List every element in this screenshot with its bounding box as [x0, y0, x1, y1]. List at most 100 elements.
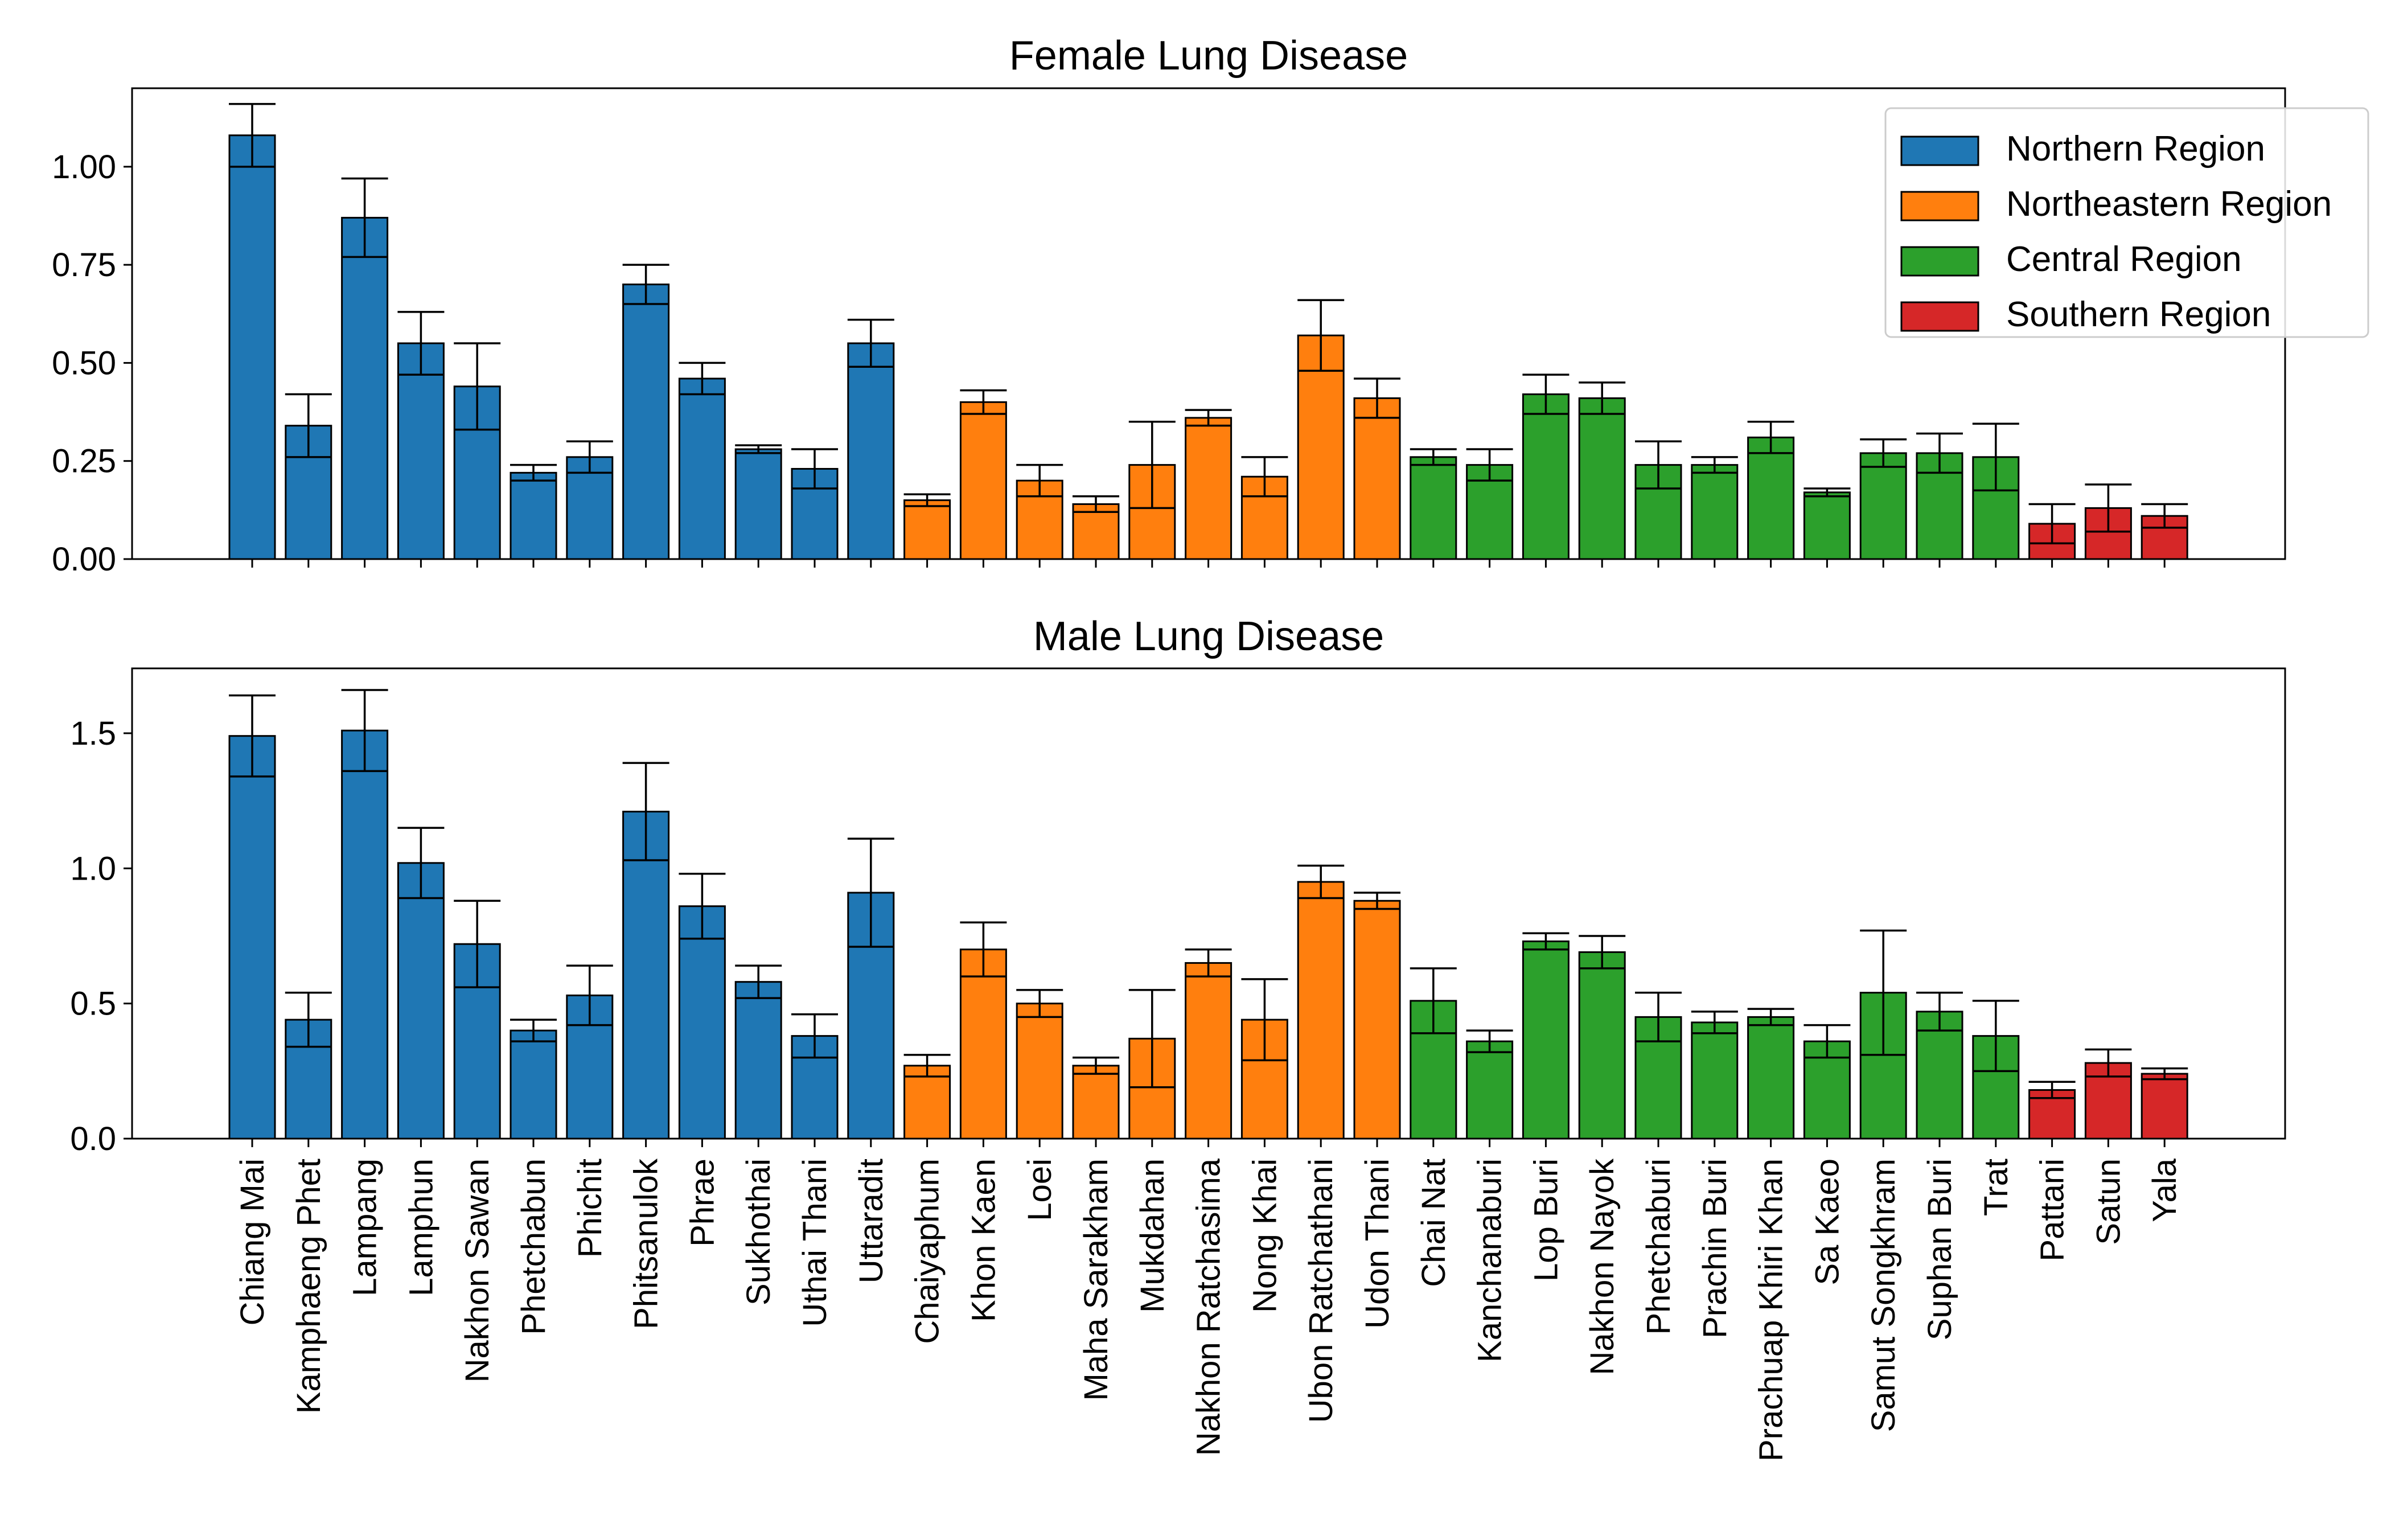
- legend-swatch-1: [1900, 191, 1979, 221]
- x-tick-label-20: Udon Thani: [1359, 1159, 1396, 1329]
- x-tick-label-3: Lamphun: [402, 1159, 439, 1296]
- female-panel: Female Lung Disease 0.00 0.25 0.50 0.75 1.00: [52, 33, 2286, 578]
- x-tick-label-8: Phrae: [684, 1159, 721, 1247]
- bar-0-21: [1410, 456, 1457, 560]
- y-tick-label-0-1: 0.25: [52, 443, 116, 480]
- bar-1-27: [1747, 1016, 1795, 1140]
- bar-1-24: [1578, 951, 1626, 1140]
- bar-1-30: [1916, 1011, 1963, 1140]
- bar-1-20: [1353, 900, 1401, 1140]
- x-tick-label-7: Phitsanulok: [628, 1158, 665, 1329]
- bar-0-29: [1859, 452, 1907, 560]
- y-tick-label-0-2: 0.50: [52, 344, 116, 381]
- y-tick-label-0-3: 0.75: [52, 247, 116, 284]
- x-tick-labels: Chiang Mai Kamphaeng Phet Lampang Lamphun Na…: [234, 1158, 2183, 1461]
- x-tick-label-11: Uttaradit: [853, 1159, 890, 1283]
- bar-0-8: [678, 377, 726, 560]
- x-tick-label-25: Phetchaburi: [1640, 1159, 1677, 1335]
- y-tick-label-1-0: 0.0: [70, 1120, 116, 1157]
- x-tick-label-9: Sukhothai: [740, 1159, 777, 1305]
- bar-0-0: [228, 134, 276, 560]
- y-tick-label-0-0: 0.00: [52, 541, 116, 578]
- x-tick-label-27: Prachuap Khiri Khan: [1753, 1159, 1790, 1461]
- legend-swatch-3: [1900, 301, 1979, 332]
- x-tick-label-5: Phetchabun: [515, 1159, 552, 1335]
- bar-1-12: [903, 1065, 951, 1140]
- bar-0-17: [1185, 417, 1233, 560]
- bar-0-9: [734, 448, 782, 560]
- bar-1-9: [734, 981, 782, 1140]
- bar-1-26: [1691, 1021, 1739, 1140]
- x-tick-label-17: Nakhon Ratchasima: [1190, 1158, 1227, 1456]
- bar-1-15: [1072, 1065, 1120, 1140]
- bar-0-5: [510, 471, 557, 560]
- x-tick-label-31: Trat: [1978, 1159, 2015, 1216]
- legend-swatch-0: [1900, 135, 1979, 166]
- bar-1-2: [341, 729, 389, 1140]
- x-tick-label-33: Satun: [2090, 1159, 2127, 1245]
- bar-1-8: [678, 905, 726, 1140]
- y-tick-label-1-2: 1.0: [70, 850, 116, 887]
- bar-0-12: [903, 499, 951, 560]
- x-tick-label-21: Chai Nat: [1415, 1159, 1452, 1287]
- legend-label-0: Northern Region: [2006, 129, 2265, 169]
- male-panel: Male Lung Disease 0.0 0.5 1.0 1.5: [70, 614, 2286, 1157]
- bar-0-20: [1353, 397, 1401, 560]
- bar-1-5: [510, 1029, 557, 1140]
- legend-swatch-2: [1900, 246, 1979, 277]
- bar-0-27: [1747, 436, 1795, 560]
- legend-label-1: Northeastern Region: [2006, 184, 2332, 224]
- plot-frame-1: [131, 667, 2286, 1140]
- y-tick-label-1-3: 1.5: [70, 715, 116, 752]
- x-tick-label-28: Sa Kaeo: [1809, 1159, 1846, 1286]
- x-tick-label-22: Kanchanaburi: [1472, 1159, 1509, 1362]
- bar-1-3: [397, 862, 445, 1140]
- legend-box: [1884, 107, 2369, 338]
- bar-0-11: [847, 342, 895, 560]
- bar-1-34: [2141, 1073, 2188, 1140]
- bar-1-17: [1185, 962, 1233, 1140]
- bar-1-0: [228, 735, 276, 1140]
- x-tick-label-16: Mukdahan: [1134, 1159, 1171, 1313]
- bar-1-22: [1466, 1040, 1514, 1140]
- bar-0-3: [397, 342, 445, 560]
- bar-1-23: [1522, 940, 1570, 1140]
- x-tick-label-26: Prachin Buri: [1696, 1159, 1733, 1338]
- x-tick-label-19: Ubon Ratchathani: [1303, 1159, 1340, 1423]
- x-tick-label-6: Phichit: [572, 1159, 609, 1258]
- bar-0-24: [1578, 397, 1626, 560]
- legend-label-2: Central Region: [2006, 240, 2242, 279]
- x-tick-label-15: Maha Sarakham: [1078, 1159, 1115, 1401]
- x-tick-label-1: Kamphaeng Phet: [290, 1159, 327, 1414]
- bar-0-28: [1803, 491, 1851, 560]
- bar-0-26: [1691, 464, 1739, 560]
- x-tick-label-14: Loei: [1021, 1159, 1058, 1221]
- x-tick-label-4: Nakhon Sawan: [459, 1159, 496, 1382]
- bar-0-7: [622, 284, 670, 560]
- x-tick-label-18: Nong Khai: [1246, 1159, 1283, 1313]
- bar-0-23: [1522, 393, 1570, 560]
- bar-0-2: [341, 216, 389, 560]
- x-tick-label-13: Khon Kaen: [965, 1159, 1002, 1322]
- bar-1-14: [1016, 1003, 1063, 1140]
- bar-0-6: [566, 456, 614, 560]
- bar-1-1: [285, 1019, 332, 1140]
- legend: Northern Region Northeastern Region Centra…: [1884, 107, 2369, 338]
- chart-title-0: Female Lung Disease: [1009, 33, 1408, 79]
- x-tick-label-32: Pattani: [2034, 1159, 2071, 1262]
- x-tick-label-0: Chiang Mai: [234, 1159, 271, 1325]
- x-tick-label-2: Lampang: [347, 1159, 384, 1296]
- x-tick-label-12: Chaiyaphum: [909, 1159, 946, 1344]
- legend-label-3: Southern Region: [2006, 295, 2271, 334]
- bar-0-15: [1072, 503, 1120, 560]
- bar-0-13: [959, 401, 1007, 560]
- x-tick-label-24: Nakhon Nayok: [1584, 1158, 1621, 1375]
- x-tick-label-30: Suphan Buri: [1921, 1159, 1958, 1340]
- x-tick-label-23: Lop Buri: [1527, 1159, 1564, 1282]
- x-tick-label-10: Uthai Thani: [796, 1159, 833, 1327]
- bar-1-13: [959, 948, 1007, 1140]
- bar-1-19: [1297, 881, 1345, 1140]
- y-tick-label-1-1: 0.5: [70, 985, 116, 1022]
